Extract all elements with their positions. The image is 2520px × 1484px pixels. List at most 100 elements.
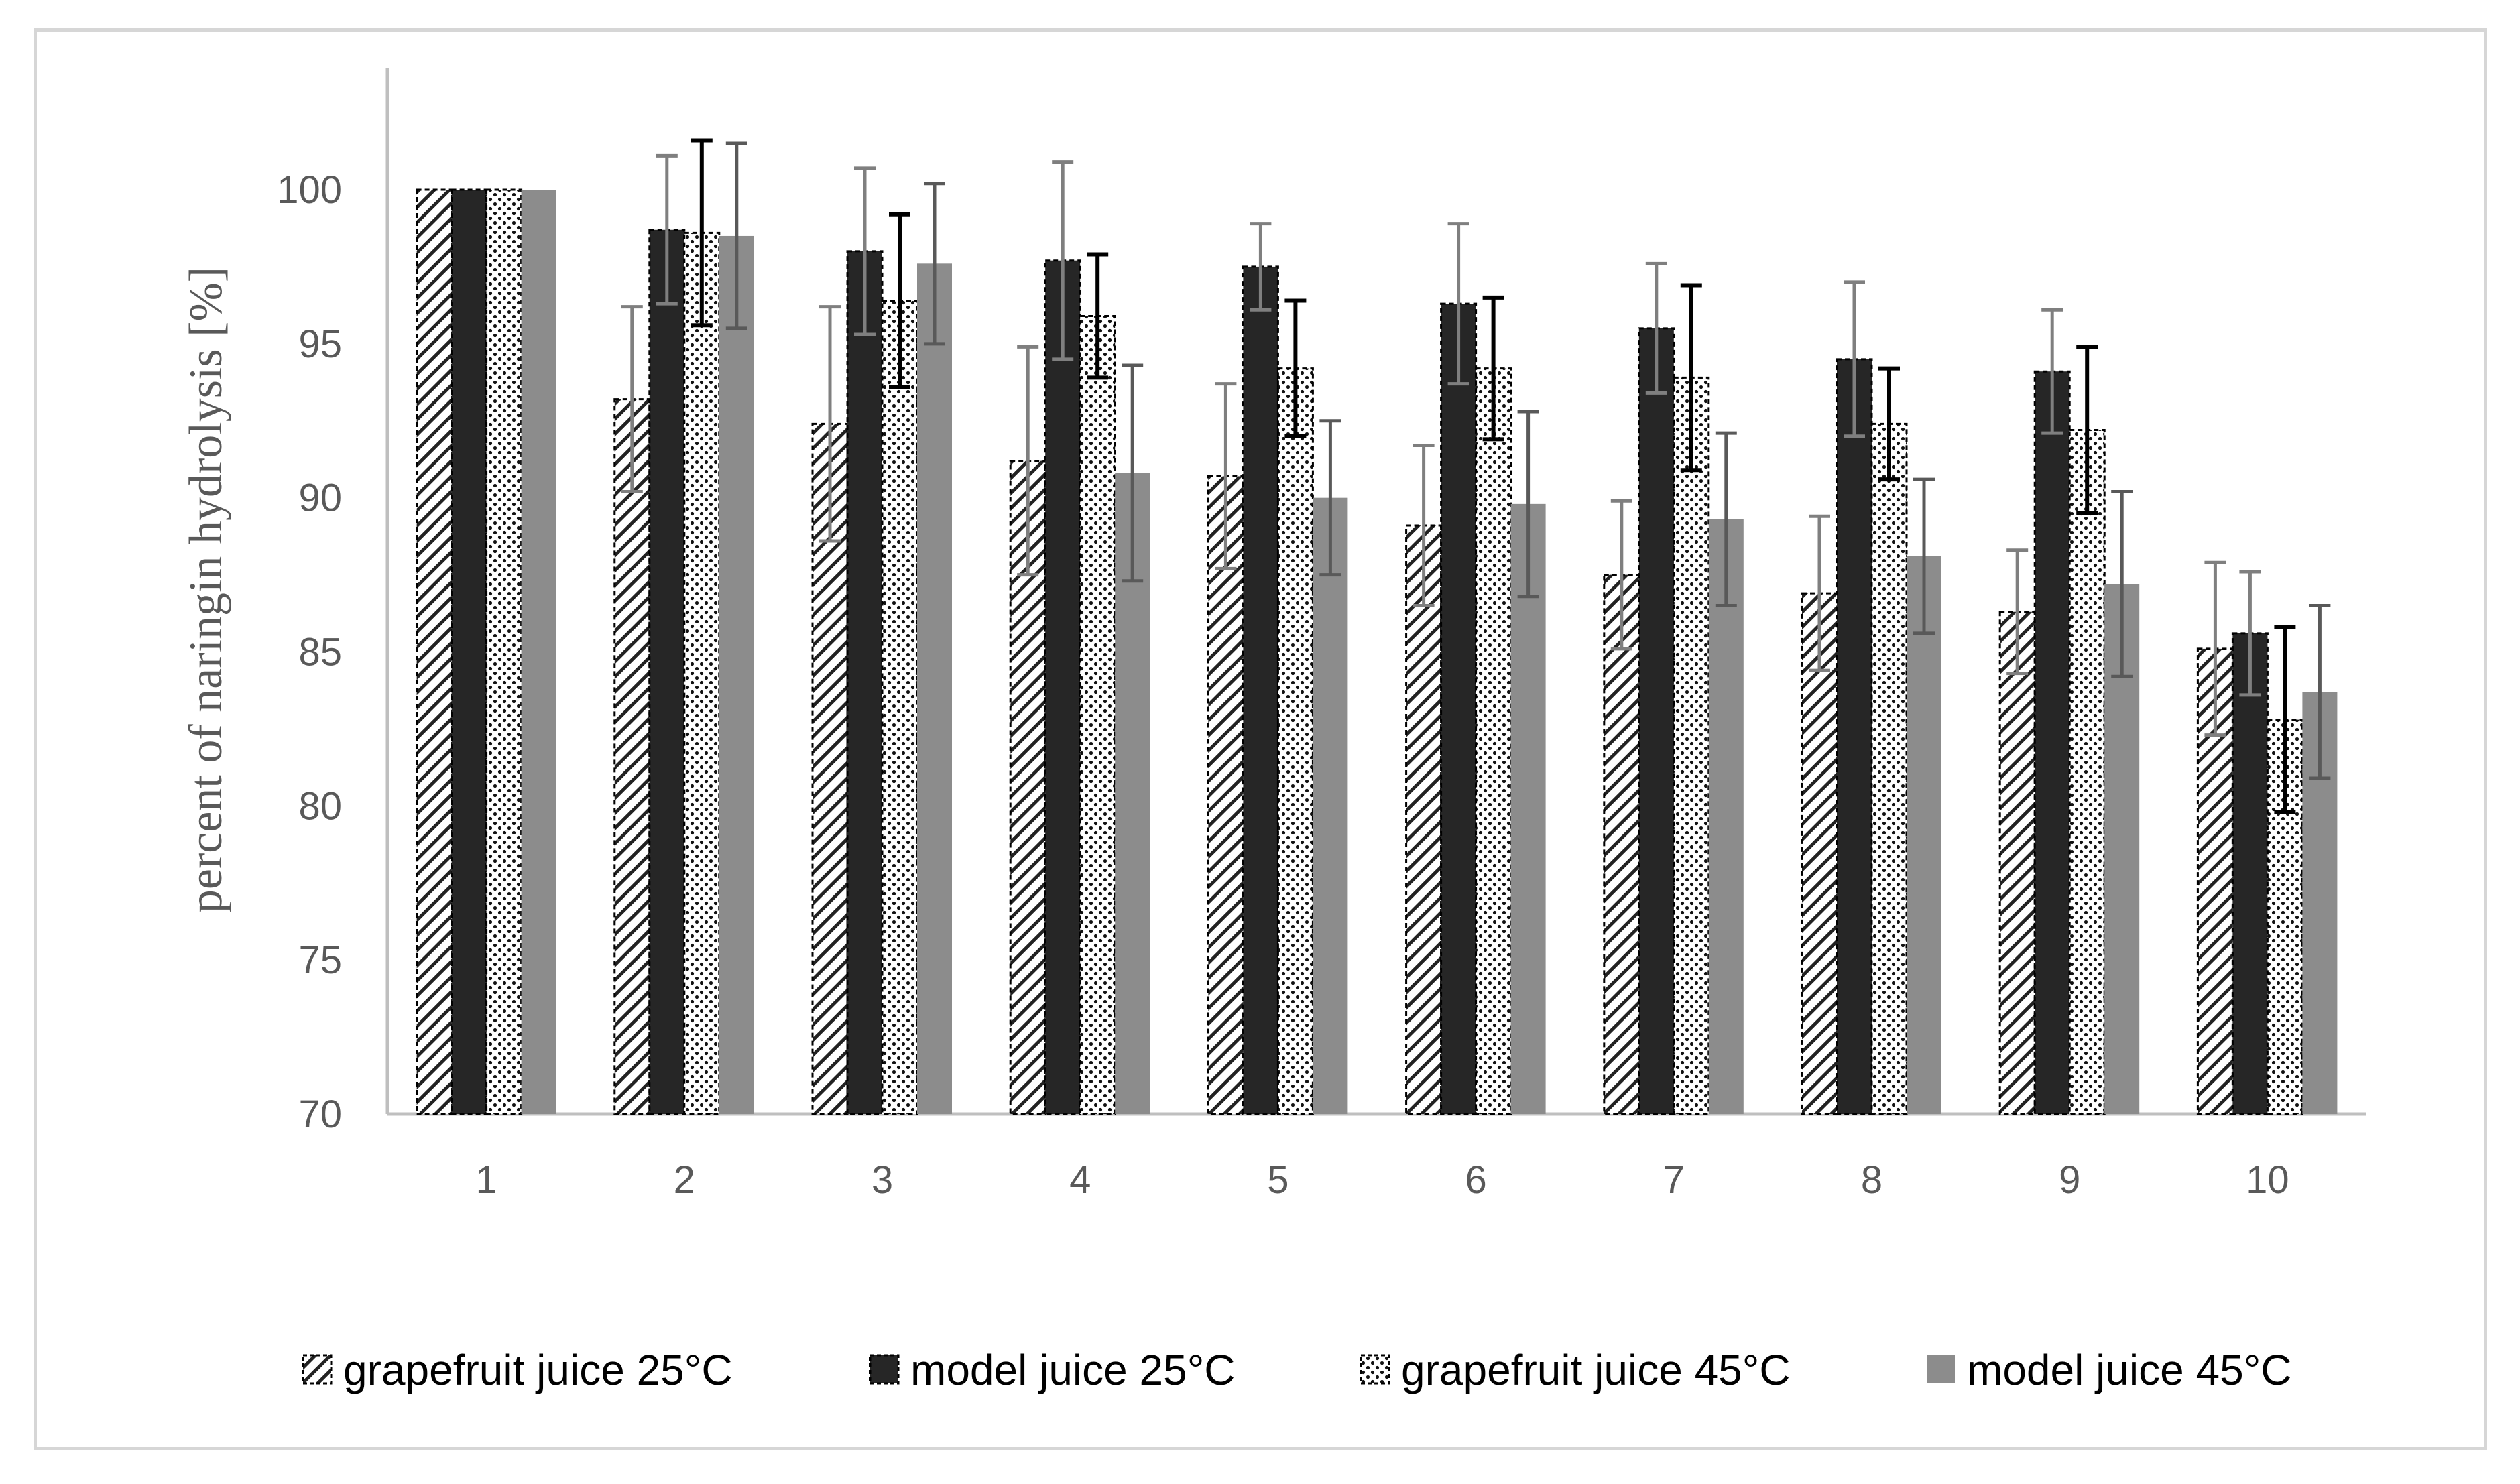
y-tick-label: 75	[298, 938, 342, 982]
x-tick-label: 8	[1861, 1158, 1882, 1202]
error-bar-series-2-cat-5	[1250, 222, 1272, 312]
bar-series-3-cat-2	[683, 231, 721, 1115]
legend-swatch-model-25	[869, 1354, 900, 1385]
legend: grapefruit juice 25°C model juice 25°C g…	[302, 1346, 2292, 1394]
bar-series-2-cat-4	[1044, 259, 1081, 1115]
x-tick-label: 2	[674, 1158, 695, 1202]
error-bar-series-4-cat-3	[924, 182, 945, 346]
bar-series-1-cat-6	[1405, 524, 1443, 1115]
error-bar-series-1-cat-9	[2006, 548, 2029, 676]
error-bar-series-3-cat-3	[889, 212, 910, 389]
error-bar-series-3-cat-8	[1878, 366, 1900, 482]
bar-series-2-cat-3	[846, 250, 884, 1115]
error-bar-series-3-cat-6	[1482, 295, 1504, 442]
bar-series-2-cat-10	[2231, 632, 2269, 1115]
bar-series-4-cat-3	[917, 263, 952, 1114]
error-bar-series-4-cat-6	[1517, 410, 1539, 599]
x-tick-label: 3	[872, 1158, 893, 1202]
x-tick-label: 9	[2059, 1158, 2080, 1202]
error-bar-series-2-cat-3	[854, 166, 876, 336]
bar-series-3-cat-9	[2068, 429, 2106, 1115]
bar-series-3-cat-3	[881, 299, 918, 1115]
bar-series-4-cat-5	[1313, 497, 1348, 1114]
bar-series-4-cat-1	[521, 190, 556, 1114]
bar-series-4-cat-6	[1510, 503, 1546, 1114]
bar-series-3-cat-6	[1475, 367, 1512, 1115]
error-bars	[621, 138, 2331, 814]
bar-series-1-cat-5	[1207, 475, 1244, 1115]
error-bar-series-2-cat-10	[2239, 570, 2261, 697]
error-bar-series-1-cat-2	[621, 305, 643, 493]
bar-series-3-cat-5	[1276, 367, 1314, 1115]
bar-series-2-cat-9	[2033, 370, 2071, 1115]
bar-series-4-cat-7	[1708, 519, 1744, 1114]
error-bar-series-4-cat-5	[1319, 419, 1341, 577]
legend-swatch-grapefruit-45	[1360, 1354, 1390, 1385]
error-bar-series-2-cat-6	[1447, 222, 1469, 386]
bar-series-1-cat-7	[1603, 574, 1640, 1115]
error-bar-series-1-cat-8	[1809, 514, 1830, 672]
error-bar-series-2-cat-9	[2041, 308, 2063, 435]
error-bar-series-2-cat-2	[656, 153, 678, 306]
error-bar-series-4-cat-4	[1122, 363, 1144, 583]
y-tick-label: 80	[298, 784, 342, 828]
error-bar-series-4-cat-2	[725, 141, 747, 330]
bar-series-3-cat-8	[1870, 422, 1908, 1115]
x-tick-label: 10	[2246, 1158, 2289, 1202]
bar-series-2-cat-8	[1836, 358, 1873, 1115]
bar-series-2-cat-7	[1638, 327, 1675, 1115]
legend-label-grapefruit-25: grapefruit juice 25°C	[343, 1346, 733, 1394]
legend-swatch-model-45	[1927, 1355, 1955, 1383]
bar-series-2-cat-6	[1440, 302, 1478, 1115]
error-bar-series-3-cat-2	[691, 138, 713, 328]
error-bar-series-1-cat-6	[1413, 444, 1435, 608]
legend-swatch-grapefruit-25	[302, 1354, 333, 1385]
error-bar-series-4-cat-10	[2309, 604, 2331, 780]
error-bar-series-2-cat-8	[1844, 280, 1865, 438]
error-bar-series-4-cat-9	[2111, 489, 2133, 678]
y-tick-label: 90	[298, 477, 342, 520]
error-bar-series-2-cat-4	[1052, 160, 1074, 361]
bar-series-3-cat-1	[485, 188, 523, 1115]
error-bar-series-1-cat-4	[1017, 345, 1039, 577]
error-bar-series-3-cat-4	[1087, 252, 1109, 380]
error-bar-series-1-cat-5	[1215, 382, 1237, 570]
x-tick-label: 7	[1663, 1158, 1685, 1202]
legend-label-model-25: model juice 25°C	[910, 1346, 1236, 1394]
bar-series-2-cat-2	[648, 229, 686, 1115]
error-bar-series-1-cat-3	[819, 305, 841, 543]
error-bar-series-3-cat-7	[1680, 283, 1702, 473]
y-tick-label: 85	[298, 631, 342, 674]
bar-series-2-cat-5	[1242, 265, 1279, 1115]
bar-series-4-cat-8	[1907, 556, 1941, 1114]
x-tick-label: 6	[1465, 1158, 1486, 1202]
error-bar-series-3-cat-5	[1284, 298, 1307, 438]
x-tick-label: 4	[1069, 1158, 1091, 1202]
error-bar-series-1-cat-7	[1610, 499, 1632, 651]
y-tick-label: 100	[277, 168, 342, 212]
y-tick-labels: 70 75 80 85 90 95 100	[277, 168, 342, 1136]
y-tick-label: 70	[298, 1093, 342, 1136]
error-bar-series-4-cat-7	[1715, 431, 1737, 608]
bars	[416, 188, 2338, 1115]
x-tick-labels: 1 2 3 4 5 6 7 8 9 10	[475, 1158, 2289, 1202]
y-axis-label: percent of naringin hydrolysis [%]	[180, 267, 232, 913]
error-bar-series-3-cat-10	[2274, 625, 2296, 814]
legend-label-grapefruit-45: grapefruit juice 45°C	[1401, 1346, 1791, 1394]
bar-series-1-cat-2	[613, 398, 651, 1115]
bar-series-3-cat-7	[1673, 376, 1710, 1115]
bar-series-1-cat-1	[416, 188, 453, 1115]
y-tick-label: 95	[298, 322, 342, 366]
x-tick-label: 1	[475, 1158, 497, 1202]
bar-series-4-cat-2	[719, 235, 754, 1115]
x-tick-label: 5	[1267, 1158, 1288, 1202]
bar-series-1-cat-9	[1998, 611, 2036, 1115]
error-bar-series-1-cat-10	[2204, 560, 2226, 737]
error-bar-series-3-cat-9	[2076, 345, 2098, 515]
error-bar-series-4-cat-8	[1913, 477, 1935, 635]
bar-series-2-cat-1	[451, 188, 488, 1115]
legend-label-model-45: model juice 45°C	[1967, 1346, 2292, 1394]
bar-series-3-cat-4	[1079, 314, 1116, 1115]
error-bar-series-2-cat-7	[1645, 261, 1667, 395]
